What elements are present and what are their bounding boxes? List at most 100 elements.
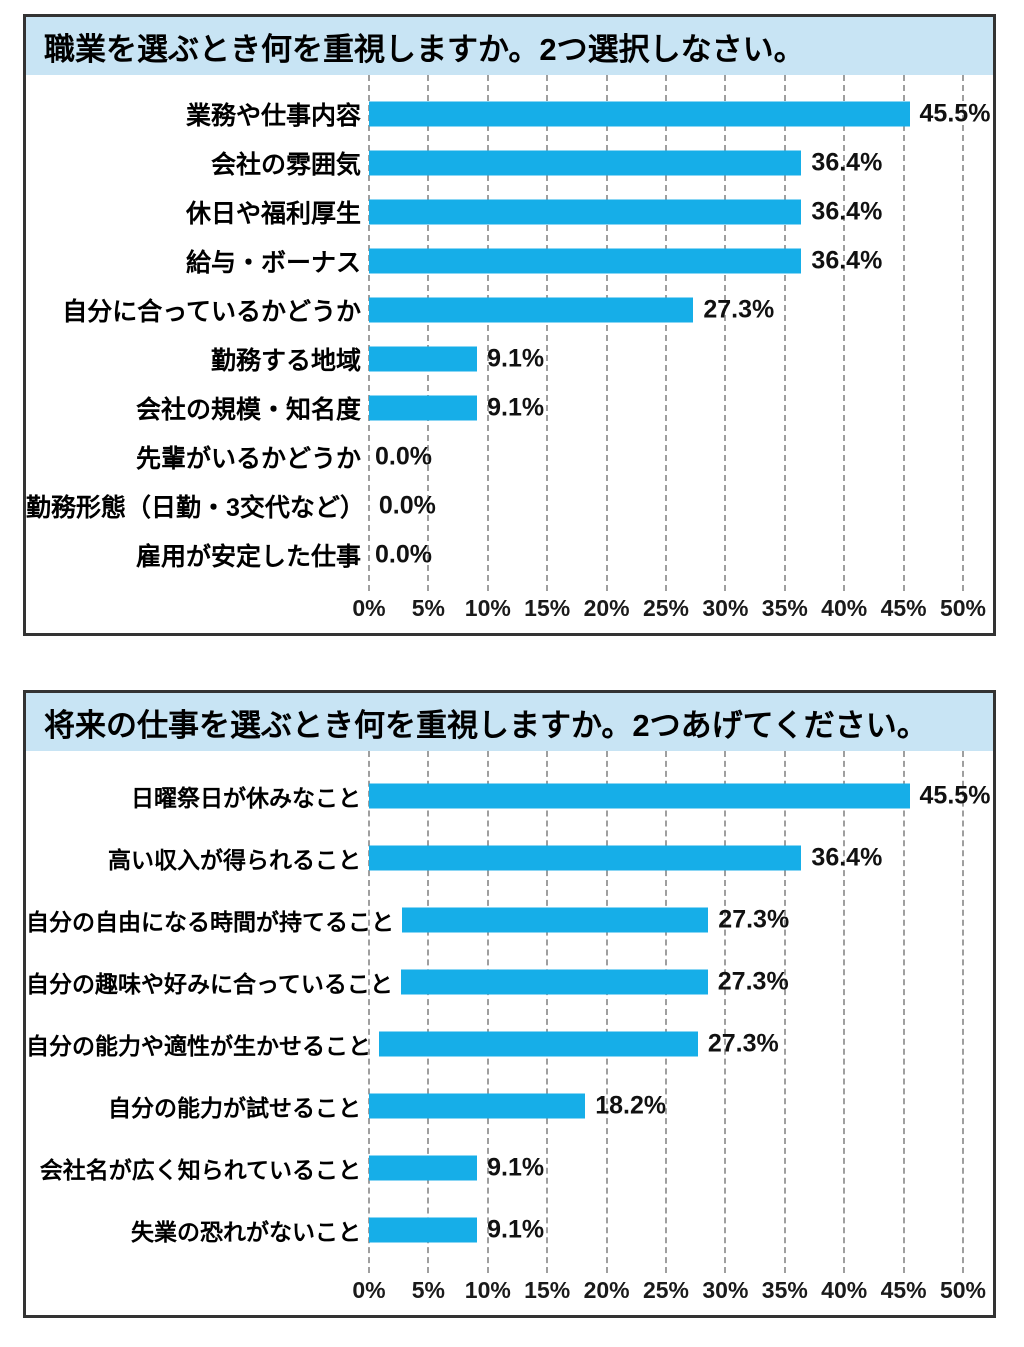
chart-panel-job-choice: 職業を選ぶとき何を重視しますか。2つ選択しなさい。 業務や仕事内容 45.5% 会社… — [23, 14, 996, 636]
bar — [369, 150, 802, 175]
bar — [369, 297, 694, 322]
value-label: 9.1% — [487, 1215, 545, 1244]
bar-row: 業務や仕事内容 45.5% — [26, 89, 990, 138]
gridline — [902, 751, 905, 1273]
bar — [369, 395, 478, 420]
plot-cell: 0.0% — [369, 530, 963, 579]
x-tick-label: 35% — [761, 595, 808, 621]
x-tick-label: 50% — [939, 1277, 987, 1303]
x-tick-label: 35% — [761, 1277, 808, 1303]
x-tick-label: 25% — [642, 595, 690, 621]
bar-row: 自分の能力が試せること 18.2% — [26, 1075, 963, 1137]
x-tick-label: 10% — [464, 1277, 511, 1303]
gridlines — [368, 751, 964, 1273]
value-label: 0.0% — [378, 491, 436, 519]
category-label: 先輩がいるかどうか — [135, 444, 361, 473]
x-tick-label: 30% — [702, 1277, 749, 1303]
plot-cell: 45.5% — [369, 765, 990, 827]
bar — [369, 248, 802, 273]
gridline — [962, 75, 964, 591]
gridline — [605, 75, 608, 591]
category-label: 自分の趣味や好みに合っていること — [26, 971, 393, 997]
value-label: 9.1% — [487, 344, 545, 372]
x-tick-label: 20% — [583, 595, 630, 621]
bar — [369, 1093, 586, 1119]
plot-cell: 9.1% — [369, 1199, 963, 1261]
category-label: 会社の雰囲気 — [210, 150, 361, 179]
gridline — [724, 75, 727, 591]
bar-row: 自分の自由になる時間が持てること 27.3% — [26, 889, 963, 951]
category-label: 自分に合っているかどうか — [62, 297, 361, 326]
value-label: 27.3% — [707, 1029, 779, 1058]
category-label: 自分の自由になる時間が持てること — [26, 909, 394, 935]
value-label: 36.4% — [811, 148, 883, 176]
x-tick-label: 5% — [411, 1277, 446, 1303]
category-label: 給与・ボーナス — [185, 248, 361, 277]
plot-area: 日曜祭日が休みなこと 45.5% 高い収入が得られること 36.4% 自分の自由になる時… — [26, 751, 990, 1273]
bar — [369, 346, 478, 371]
x-tick-label: 50% — [939, 595, 987, 621]
chart-body: 日曜祭日が休みなこと 45.5% 高い収入が得られること 36.4% 自分の自由になる時… — [26, 751, 993, 1315]
plot-cell: 27.3% — [369, 285, 963, 334]
x-tick-label: 15% — [524, 595, 571, 621]
value-label: 45.5% — [919, 99, 991, 127]
plot-cell: 9.1% — [369, 1137, 963, 1199]
gridline — [546, 75, 549, 591]
bar-row: 先輩がいるかどうか 0.0% — [26, 432, 963, 481]
bar-row: 自分に合っているかどうか 27.3% — [26, 285, 963, 334]
plot-cell: 36.4% — [369, 187, 963, 236]
gridline — [605, 751, 608, 1273]
chart-title-bar: 将来の仕事を選ぶとき何を重視しますか。2つあげてください。 — [26, 693, 993, 751]
bar-row: 雇用が安定した仕事 0.0% — [26, 530, 963, 579]
value-label: 9.1% — [487, 1153, 545, 1182]
x-tick-label: 0% — [352, 1277, 386, 1303]
plot-cell: 36.4% — [369, 236, 963, 285]
plot-cell: 27.3% — [400, 951, 963, 1013]
value-label: 9.1% — [487, 393, 545, 421]
plot-cell: 36.4% — [369, 138, 963, 187]
value-label: 27.3% — [718, 905, 790, 934]
category-label: 会社名が広く知られていること — [39, 1157, 361, 1183]
bar-row: 勤務形態（日勤・3交代など） 0.0% — [26, 481, 963, 530]
category-label: 業務や仕事内容 — [185, 101, 361, 130]
gridline — [783, 75, 786, 591]
page-root: 職業を選ぶとき何を重視しますか。2つ選択しなさい。 業務や仕事内容 45.5% 会社… — [23, 14, 996, 1318]
chart-panel-future-job-choice: 将来の仕事を選ぶとき何を重視しますか。2つあげてください。 日曜祭日が休みなこと… — [23, 690, 996, 1318]
category-label: 自分の能力や適性が生かせること — [26, 1033, 371, 1059]
plot-area: 業務や仕事内容 45.5% 会社の雰囲気 36.4% 休日や福利厚生 36.4% 給与・ボー… — [26, 75, 990, 591]
bar — [400, 969, 708, 995]
x-axis: 0% 5% 10% 15% 20% 25% 30% 35% 40% 45% 50% — [352, 1273, 986, 1315]
bar-rows: 日曜祭日が休みなこと 45.5% 高い収入が得られること 36.4% 自分の自由になる時… — [26, 765, 990, 1261]
bar-row: 会社の雰囲気 36.4% — [26, 138, 963, 187]
plot-cell: 18.2% — [369, 1075, 963, 1137]
x-tick-label: 40% — [821, 1277, 868, 1303]
bar-row: 日曜祭日が休みなこと 45.5% — [26, 765, 990, 827]
bar-row: 会社の規模・知名度 9.1% — [26, 383, 963, 432]
x-tick-label: 10% — [464, 595, 511, 621]
x-tick-label: 45% — [880, 1277, 927, 1303]
category-label: 勤務する地域 — [210, 346, 361, 375]
x-tick-label: 25% — [642, 1277, 690, 1303]
x-tick-label: 15% — [524, 1277, 571, 1303]
bar — [369, 845, 802, 871]
gridline — [368, 751, 370, 1273]
x-tick-label: 30% — [702, 595, 749, 621]
gridline — [486, 75, 489, 591]
category-label: 失業の恐れがないこと — [131, 1219, 361, 1245]
chart-title-bar: 職業を選ぶとき何を重視しますか。2つ選択しなさい。 — [26, 17, 993, 75]
category-label: 雇用が安定した仕事 — [135, 542, 361, 571]
bar — [369, 783, 910, 809]
category-label: 自分の能力が試せること — [108, 1095, 361, 1121]
chart-title: 職業を選ぶとき何を重視しますか。2つ選択しなさい。 — [44, 31, 805, 67]
gridlines — [368, 75, 964, 591]
x-tick-label: 45% — [880, 595, 927, 621]
gridline — [843, 751, 846, 1273]
gridline — [427, 75, 430, 591]
bar-row: 休日や福利厚生 36.4% — [26, 187, 963, 236]
bar — [379, 1031, 698, 1057]
bar-row: 高い収入が得られること 36.4% — [26, 827, 963, 889]
x-tick-label: 40% — [821, 595, 868, 621]
chart-body: 業務や仕事内容 45.5% 会社の雰囲気 36.4% 休日や福利厚生 36.4% 給与・ボー… — [26, 75, 993, 633]
category-label: 高い収入が得られること — [108, 847, 361, 873]
bar — [369, 101, 910, 126]
